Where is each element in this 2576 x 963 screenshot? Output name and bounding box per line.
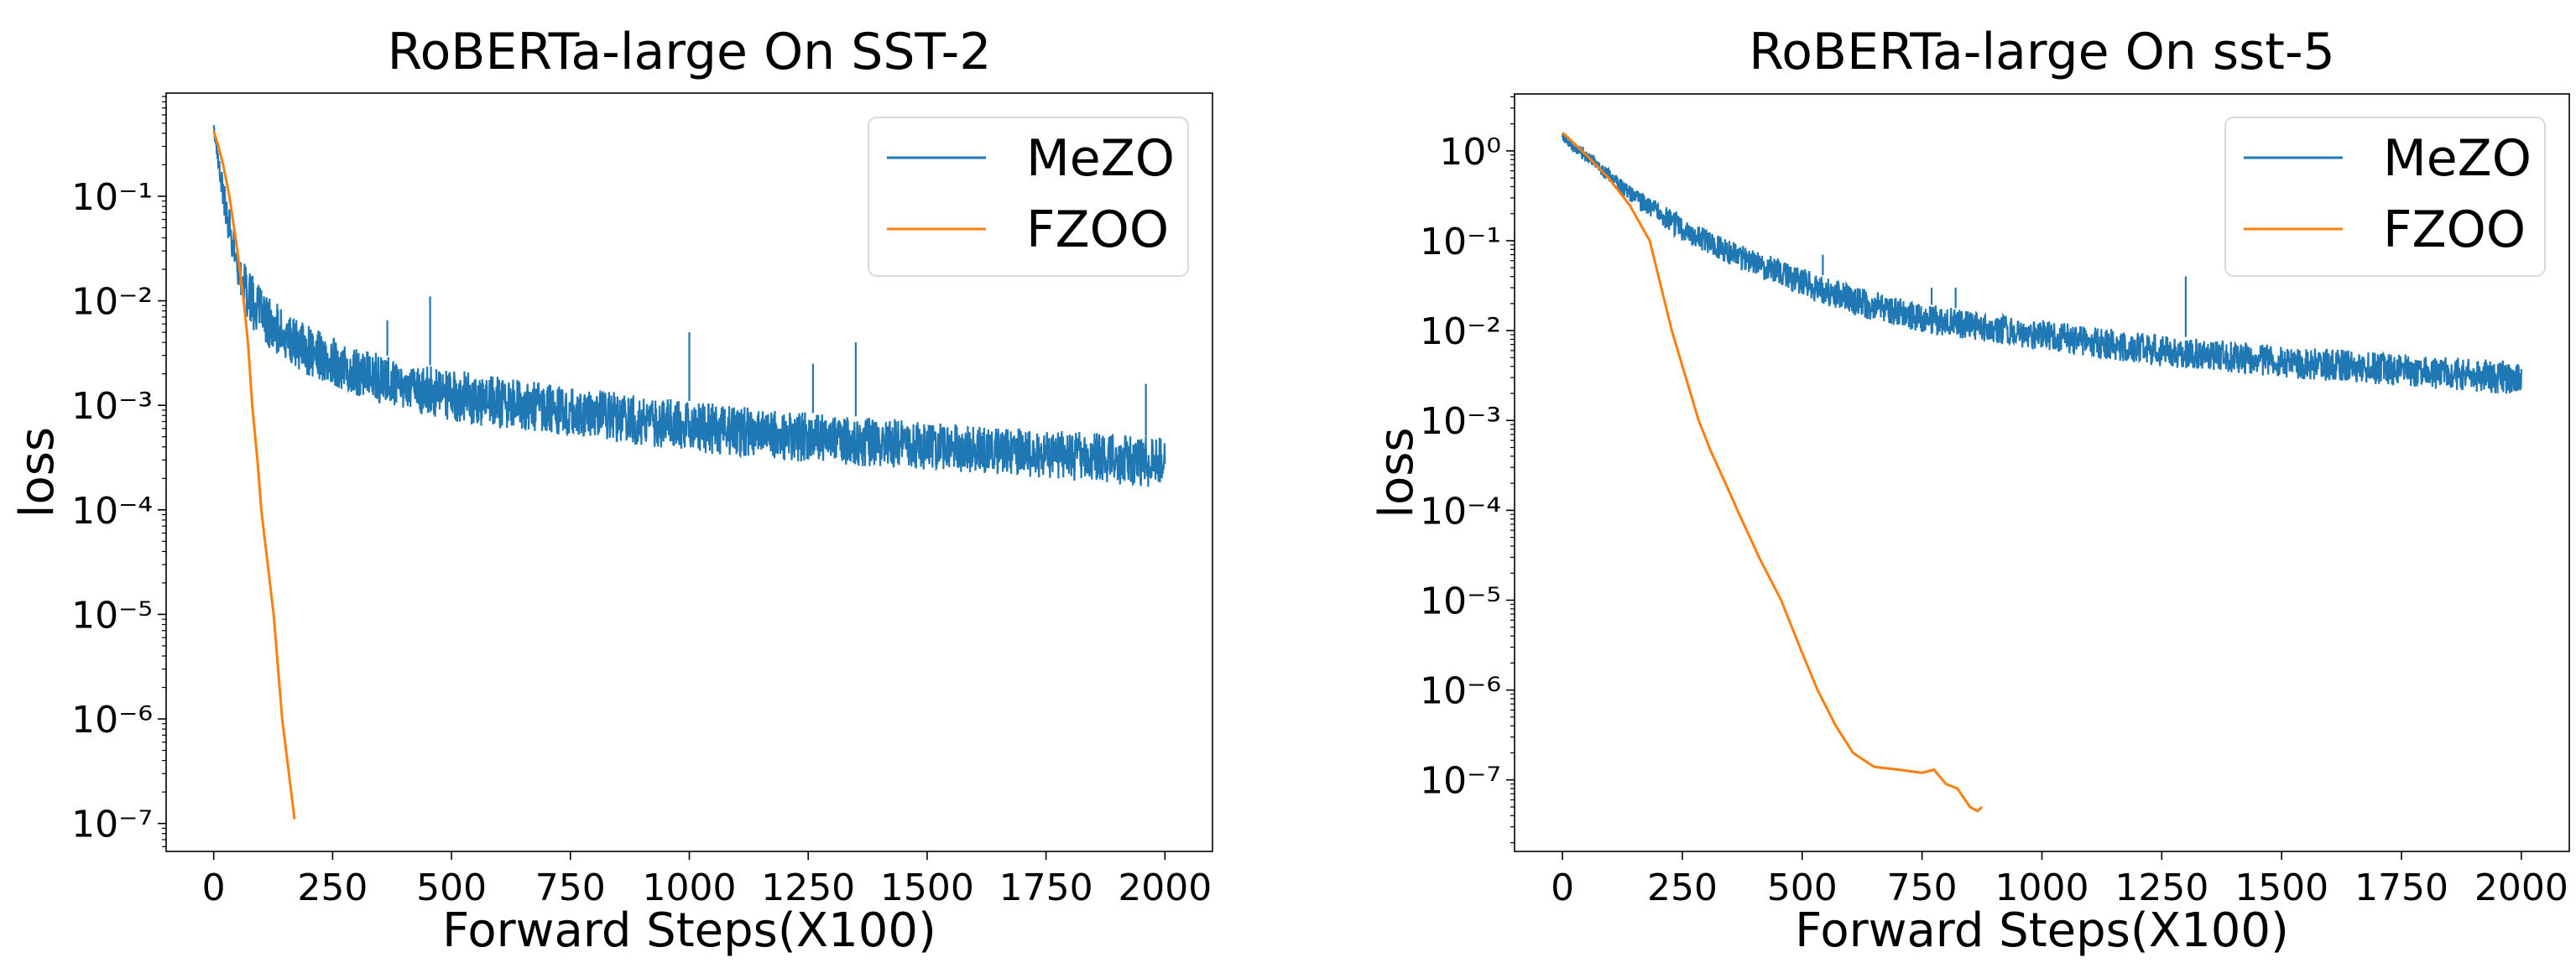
- x-axis-label: Forward Steps(X100): [442, 903, 936, 958]
- x-tick-label: 1750: [999, 867, 1093, 909]
- x-tick-label: 250: [297, 867, 368, 909]
- legend-label-fzoo: FZOO: [2383, 200, 2526, 259]
- x-tick-label: 0: [202, 867, 226, 909]
- x-tick-label: 2000: [2474, 867, 2568, 909]
- chart-panel-sst2: RoBERTa-large On SST-2 Forward Steps(X100…: [10, 23, 1213, 958]
- chart-panel-sst5: RoBERTa-large On sst-5 Forward Steps(X100…: [1369, 23, 2570, 958]
- y-tick-label: 10⁻⁵: [1420, 580, 1501, 622]
- x-tick-label: 500: [416, 867, 487, 909]
- series-fzoo-line: [212, 130, 296, 820]
- x-tick-label: 1000: [1995, 867, 2089, 909]
- x-tick-label: 750: [1887, 867, 1958, 909]
- y-tick-label: 10⁻¹: [71, 176, 153, 219]
- y-tick-label: 10⁻⁶: [71, 699, 153, 742]
- y-axis-label: loss: [1369, 427, 1424, 518]
- x-tick-label: 1250: [2115, 867, 2208, 909]
- series-mezo-line: [212, 124, 1166, 487]
- x-tick-label: 1000: [643, 867, 737, 909]
- x-tick-label: 2000: [1118, 867, 1212, 909]
- legend-label-mezo: MeZO: [2383, 129, 2532, 188]
- chart-title: RoBERTa-large On SST-2: [388, 23, 992, 81]
- x-tick-label: 500: [1767, 867, 1838, 909]
- y-tick-label: 10⁻⁵: [71, 594, 153, 637]
- y-tick-label: 10⁻³: [71, 385, 153, 428]
- x-tick-label: 1250: [761, 867, 855, 909]
- y-tick-label: 10⁻²: [71, 281, 153, 324]
- series-fzoo-line: [1562, 131, 1984, 813]
- y-tick-label: 10⁻³: [1420, 400, 1501, 443]
- y-tick-label: 10⁰: [1439, 131, 1501, 174]
- legend-label-fzoo: FZOO: [1026, 200, 1169, 259]
- chart-title: RoBERTa-large On sst-5: [1749, 23, 2335, 81]
- x-axis-label: Forward Steps(X100): [1795, 903, 2289, 958]
- y-tick-label: 10⁻⁴: [1420, 490, 1501, 533]
- y-tick-label: 10⁻²: [1420, 310, 1501, 353]
- plot-area: [212, 124, 1166, 820]
- x-tick-label: 1500: [880, 867, 974, 909]
- y-tick-label: 10⁻⁶: [1420, 670, 1501, 713]
- plot-area: [1562, 131, 2522, 813]
- x-tick-label: 750: [535, 867, 606, 909]
- x-tick-label: 1500: [2234, 867, 2328, 909]
- y-axis-label: loss: [10, 427, 65, 518]
- y-tick-label: 10⁻⁷: [1420, 760, 1501, 803]
- y-tick-label: 10⁻¹: [1420, 221, 1501, 263]
- series-mezo-line: [1562, 133, 2522, 394]
- x-tick-label: 250: [1647, 867, 1718, 909]
- y-tick-label: 10⁻⁷: [71, 804, 153, 846]
- x-tick-label: 0: [1551, 867, 1574, 909]
- y-tick-label: 10⁻⁴: [71, 490, 153, 533]
- x-tick-label: 1750: [2354, 867, 2448, 909]
- legend-label-mezo: MeZO: [1026, 129, 1175, 188]
